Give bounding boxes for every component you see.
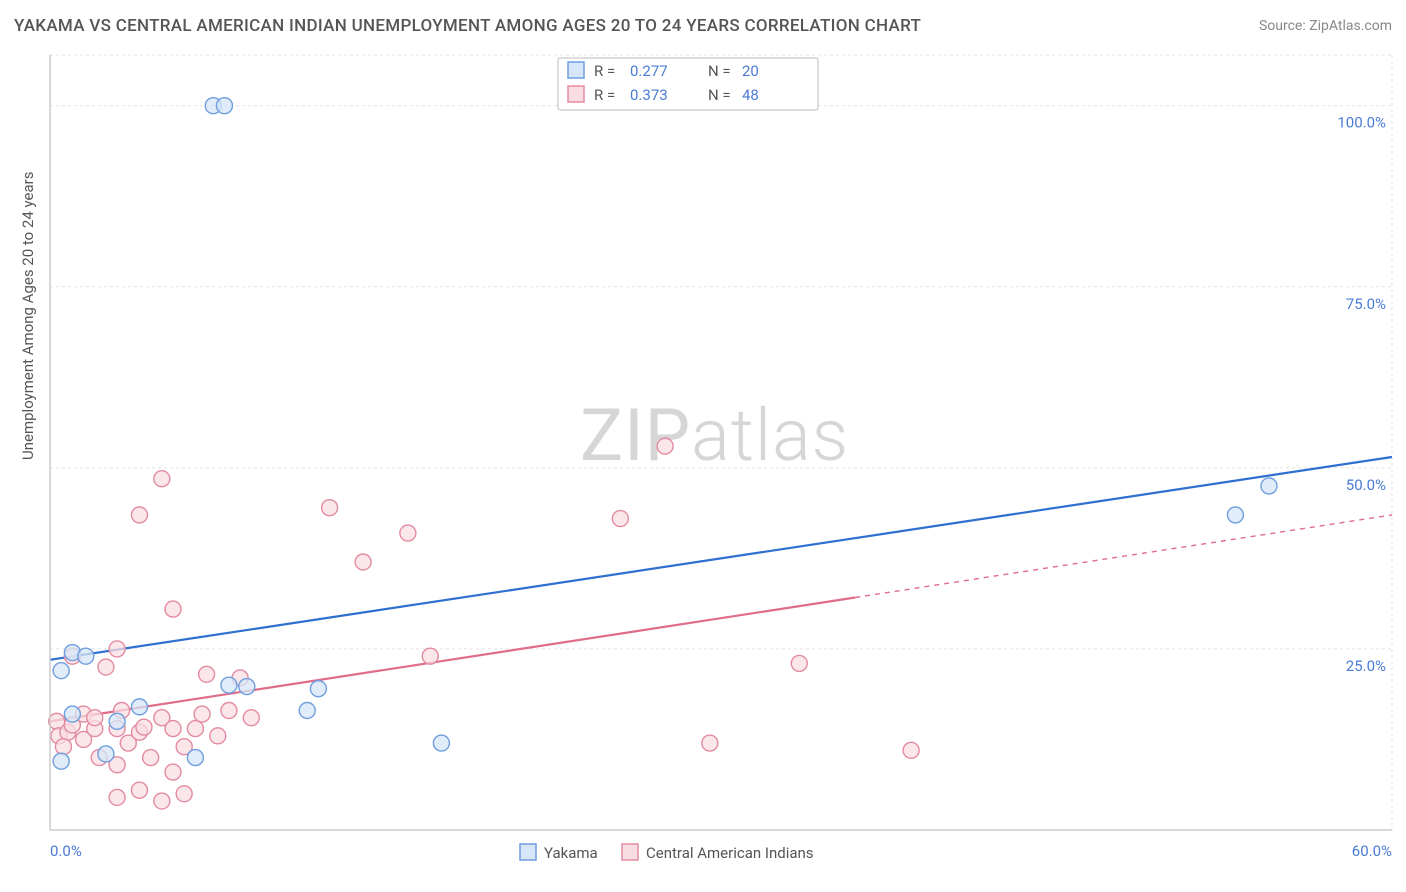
data-point: [239, 679, 255, 695]
data-point: [154, 471, 170, 487]
data-point: [657, 438, 673, 454]
data-point: [310, 681, 326, 697]
legend-series-label: Central American Indians: [646, 844, 814, 862]
data-point: [791, 655, 807, 671]
legend-swatch: [520, 844, 536, 860]
data-point: [216, 98, 232, 114]
y-tick-label: 50.0%: [1346, 476, 1386, 494]
data-point: [210, 728, 226, 744]
data-point: [243, 710, 259, 726]
y-tick-label: 100.0%: [1337, 114, 1386, 132]
data-point: [176, 786, 192, 802]
data-point: [702, 735, 718, 751]
data-point: [53, 663, 69, 679]
y-tick-label: 75.0%: [1346, 295, 1386, 313]
legend-n-value: 20: [742, 62, 759, 80]
legend-r-value: 0.373: [630, 86, 668, 104]
x-tick-label: 0.0%: [50, 842, 82, 860]
data-point: [136, 719, 152, 735]
data-point: [98, 659, 114, 675]
legend-swatch: [568, 62, 584, 78]
data-point: [903, 742, 919, 758]
data-point: [221, 702, 237, 718]
data-point: [131, 507, 147, 523]
legend-n-label: N =: [708, 62, 731, 80]
data-point: [187, 721, 203, 737]
data-point: [55, 739, 71, 755]
data-point: [299, 702, 315, 718]
data-point: [433, 735, 449, 751]
data-point: [165, 721, 181, 737]
data-point: [612, 511, 628, 527]
data-point: [1261, 478, 1277, 494]
legend-swatch: [568, 86, 584, 102]
watermark: ZIPatlas: [580, 393, 849, 478]
legend-r-value: 0.277: [630, 62, 668, 80]
data-point: [154, 793, 170, 809]
legend-swatch: [622, 844, 638, 860]
trend-line-dashed: [855, 515, 1392, 598]
data-point: [109, 713, 125, 729]
data-point: [194, 706, 210, 722]
legend-n-label: N =: [708, 86, 731, 104]
data-point: [87, 710, 103, 726]
legend-series-label: Yakama: [544, 844, 598, 862]
trend-line: [50, 457, 1392, 660]
y-tick-label: 25.0%: [1346, 657, 1386, 675]
data-point: [143, 750, 159, 766]
data-point: [355, 554, 371, 570]
data-point: [131, 782, 147, 798]
legend-r-label: R =: [594, 86, 615, 104]
data-point: [78, 648, 94, 664]
data-point: [400, 525, 416, 541]
legend-r-label: R =: [594, 62, 615, 80]
legend-n-value: 48: [742, 86, 759, 104]
data-point: [187, 750, 203, 766]
data-point: [64, 706, 80, 722]
data-point: [165, 764, 181, 780]
legend-stats: R = 0.277 N = 20 R = 0.373 N = 48: [558, 58, 818, 110]
data-point: [1227, 507, 1243, 523]
data-point: [53, 753, 69, 769]
data-point: [109, 641, 125, 657]
scatter-chart: ZIPatlas 0.0% 60.0% 25.0% 50.0% 75.0% 100.0%…: [0, 0, 1406, 892]
x-tick-label: 60.0%: [1352, 842, 1392, 860]
data-point: [199, 666, 215, 682]
data-point: [98, 746, 114, 762]
data-point: [221, 677, 237, 693]
data-point: [322, 500, 338, 516]
legend-series: Yakama Central American Indians: [520, 844, 814, 862]
data-point: [109, 789, 125, 805]
data-point: [131, 699, 147, 715]
data-point: [422, 648, 438, 664]
data-point: [165, 601, 181, 617]
